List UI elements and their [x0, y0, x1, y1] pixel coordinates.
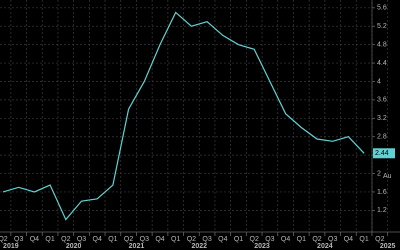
x-tick-label: Q4 — [281, 236, 290, 243]
year-label: 2023 — [254, 243, 270, 250]
x-tick-label: Q1 — [359, 236, 368, 243]
line — [2, 11, 365, 221]
year-label: 2022 — [191, 243, 207, 250]
x-tick-label: Q1 — [234, 236, 243, 243]
x-tick-label: Q1 — [45, 236, 54, 243]
y-tick-label: 2 — [377, 170, 381, 177]
y-tick-label: 1.2 — [377, 207, 387, 214]
x-tick-label: Q2 — [312, 236, 321, 243]
x-tick-label: Q3 — [202, 236, 211, 243]
y-tick-label: 3.2 — [377, 115, 387, 122]
x-tick-label: Q3 — [328, 236, 337, 243]
year-label: 2019 — [3, 243, 19, 250]
x-tick-label: Q2 — [375, 236, 384, 243]
x-tick-label: Q1 — [171, 236, 180, 243]
x-tick-label: Q3 — [140, 236, 149, 243]
y-tick-label: 4.8 — [377, 41, 387, 48]
y-tick-label: 1.6 — [377, 189, 387, 196]
last-value-label: 2.44 — [375, 150, 389, 157]
y-tick-label: 2.8 — [377, 134, 387, 141]
x-tick-label: Q1 — [108, 236, 117, 243]
y-tick-label: 3.6 — [377, 97, 387, 104]
x-tick-label: Q2 — [250, 236, 259, 243]
x-tick-label: Q1 — [297, 236, 306, 243]
year-label: 2020 — [66, 243, 82, 250]
x-tick-label: Q2 — [61, 236, 70, 243]
x-tick-label: Q2 — [124, 236, 133, 243]
x-tick-label: Q2 — [0, 236, 8, 243]
x-tick-label: Q3 — [14, 236, 23, 243]
x-tick-label: Q4 — [93, 236, 102, 243]
year-label: 2024 — [317, 243, 333, 250]
x-tick-label: Q4 — [344, 236, 353, 243]
x-tick-label: Q3 — [265, 236, 274, 243]
x-tick-label: Q3 — [77, 236, 86, 243]
x-tick-label: Q4 — [155, 236, 164, 243]
y-tick-label: 5.2 — [377, 23, 387, 30]
year-label: 2021 — [129, 243, 145, 250]
last-value-box — [373, 148, 395, 159]
y-tick-label: 4.4 — [377, 60, 387, 67]
y-tick-label: 4 — [377, 78, 381, 85]
x-tick-label: Q4 — [218, 236, 227, 243]
x-tick-label: Q4 — [30, 236, 39, 243]
year-label: 2025 — [380, 243, 396, 250]
y-tick-label: 5.6 — [377, 5, 387, 12]
x-tick-label: Q2 — [187, 236, 196, 243]
